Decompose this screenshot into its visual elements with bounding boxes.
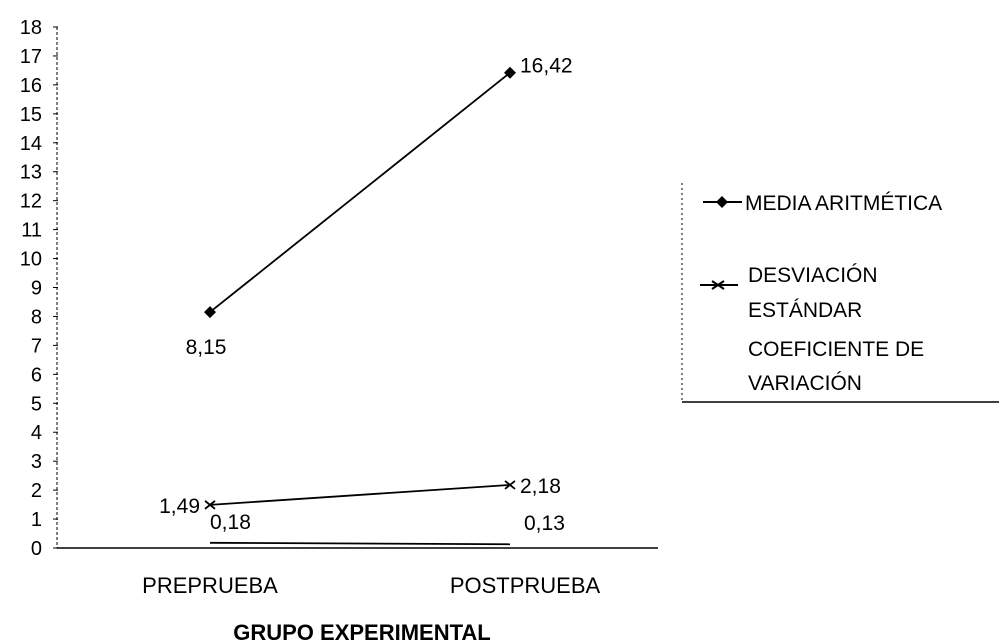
series-layer: 8,15 16,42 1,49 2,18 0,18 0,13 — [159, 55, 573, 546]
series-1-label-1: 2,18 — [520, 475, 561, 498]
y-tick-label-18: 18 — [20, 17, 42, 39]
y-tick-label-12: 12 — [20, 191, 42, 213]
y-tick-label-17: 17 — [20, 46, 42, 68]
y-tick-label-0: 0 — [31, 538, 42, 560]
y-tick-label-11: 11 — [21, 220, 42, 242]
legend-label-desviacion-line2: ESTÁNDAR — [748, 299, 862, 322]
legend-label-media: MEDIA ARITMÉTICA — [745, 192, 942, 215]
series-0-label-0: 8,15 — [186, 336, 227, 359]
category-label-preprueba: PREPRUEBA — [142, 573, 278, 598]
series-1-marker-1 — [504, 480, 516, 490]
y-tick-label-9: 9 — [31, 278, 42, 300]
y-tick-label-15: 15 — [20, 104, 42, 126]
series-line-1 — [209, 484, 511, 506]
y-tick-label-14: 14 — [20, 133, 42, 155]
y-tick-label-1: 1 — [31, 509, 42, 531]
legend-marker-desviacion — [711, 280, 725, 290]
y-tick-label-4: 4 — [31, 422, 42, 444]
y-tick-label-8: 8 — [31, 306, 42, 328]
legend-label-desviacion-line1: DESVIACIÓN — [748, 264, 878, 287]
category-label-postprueba: POSTPRUEBA — [450, 573, 601, 598]
legend-label-coeficiente-line1: COEFICIENTE DE — [748, 338, 924, 361]
legend-marker-media — [716, 196, 728, 208]
y-tick-label-16: 16 — [20, 75, 42, 97]
series-line-0 — [209, 72, 511, 313]
y-tick-label-10: 10 — [20, 249, 42, 271]
x-axis-title: GRUPO EXPERIMENTAL — [233, 620, 491, 643]
series-line-2 — [209, 541, 511, 546]
y-tick-label-6: 6 — [31, 364, 42, 386]
series-1-label-0: 1,49 — [159, 495, 200, 518]
legend-label-coeficiente-line2: VARIACIÓN — [748, 372, 862, 395]
y-tick-label-2: 2 — [31, 480, 42, 502]
y-tick-label-5: 5 — [31, 393, 42, 415]
series-1-marker-0 — [204, 500, 216, 510]
series-2-label-1: 0,13 — [524, 512, 565, 535]
legend: MEDIA ARITMÉTICA DESVIACIÓN ESTÁNDAR COE… — [681, 183, 999, 403]
y-tick-label-3: 3 — [31, 451, 42, 473]
series-0-label-1: 16,42 — [520, 55, 573, 78]
series-0-marker-0 — [204, 306, 216, 319]
y-tick-label-13: 13 — [20, 162, 42, 184]
series-2-label-0: 0,18 — [210, 511, 251, 534]
series-0-marker-1 — [504, 66, 516, 79]
y-tick-label-7: 7 — [31, 335, 42, 357]
